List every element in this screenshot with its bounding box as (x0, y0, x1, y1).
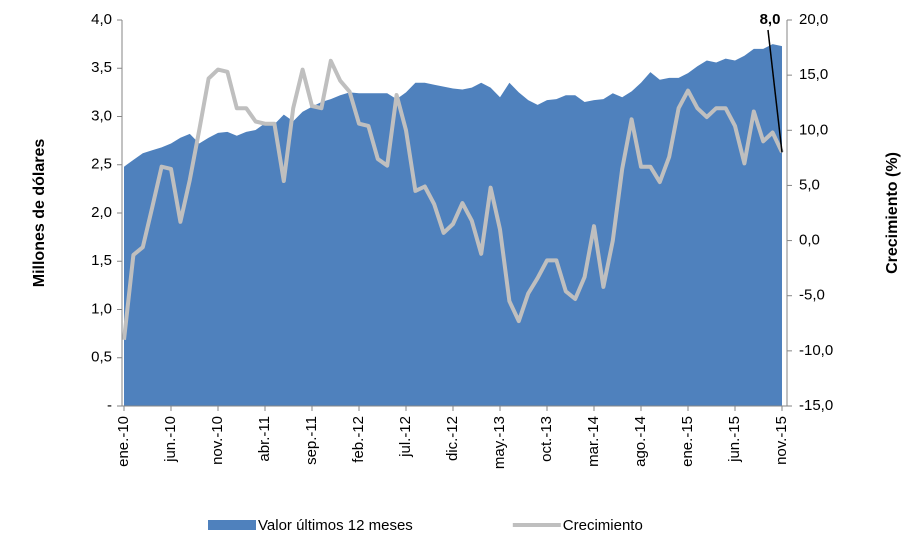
x-tick-label: ago.-14 (632, 416, 649, 467)
x-tick-label: oct.-13 (538, 416, 555, 462)
y-tick-label: 2,0 (91, 204, 112, 221)
x-tick-label: may.-13 (491, 416, 508, 469)
legend-label: Valor últimos 12 meses (258, 517, 413, 534)
label-leader (767, 29, 783, 153)
y-tick-label: 1,5 (91, 252, 112, 269)
y2-tick-label: -15,0 (799, 397, 833, 414)
x-tick-label: abr.-11 (256, 416, 273, 462)
x-tick-label: nov.-10 (209, 416, 226, 465)
x-tick-label: nov.-15 (773, 416, 790, 465)
y-tick-label: 3,5 (91, 59, 112, 76)
y-tick-label: 4,0 (91, 11, 112, 28)
y2-axis-title: Crecimiento (%) (884, 152, 901, 274)
line (122, 58, 784, 341)
y-tick-label: 0,5 (91, 349, 112, 366)
y2-tick-label: -10,0 (799, 342, 833, 359)
x-tick-label: mar.-14 (585, 416, 602, 467)
x-tick-label: jun.-10 (162, 416, 179, 463)
y-axis-title: Millones de dólares (31, 139, 48, 288)
y-tick-label: 3,0 (91, 107, 112, 124)
y-tick-label: - (107, 397, 112, 414)
y2-tick-label: 0,0 (799, 232, 820, 249)
y2-tick-label: 10,0 (799, 121, 828, 138)
y-tick-label: 1,0 (91, 300, 112, 317)
y2-tick-label: 20,0 (799, 11, 828, 28)
y-tick-label: 2,5 (91, 156, 112, 173)
x-tick-label: ene.-15 (679, 416, 696, 467)
x-tick-label: dic.-12 (444, 416, 461, 461)
legend-swatch (208, 520, 256, 530)
x-tick-label: feb.-12 (350, 416, 367, 463)
x-tick-label: jun.-15 (726, 416, 743, 463)
x-tick-label: ene.-10 (115, 416, 132, 467)
data-label: 8,0 (760, 11, 781, 28)
y2-tick-label: -5,0 (799, 287, 825, 304)
x-tick-label: sep.-11 (303, 416, 320, 465)
x-tick-label: jul.-12 (397, 416, 414, 458)
y2-tick-label: 5,0 (799, 176, 820, 193)
legend-label: Crecimiento (563, 517, 643, 534)
y2-tick-label: 15,0 (799, 66, 828, 83)
